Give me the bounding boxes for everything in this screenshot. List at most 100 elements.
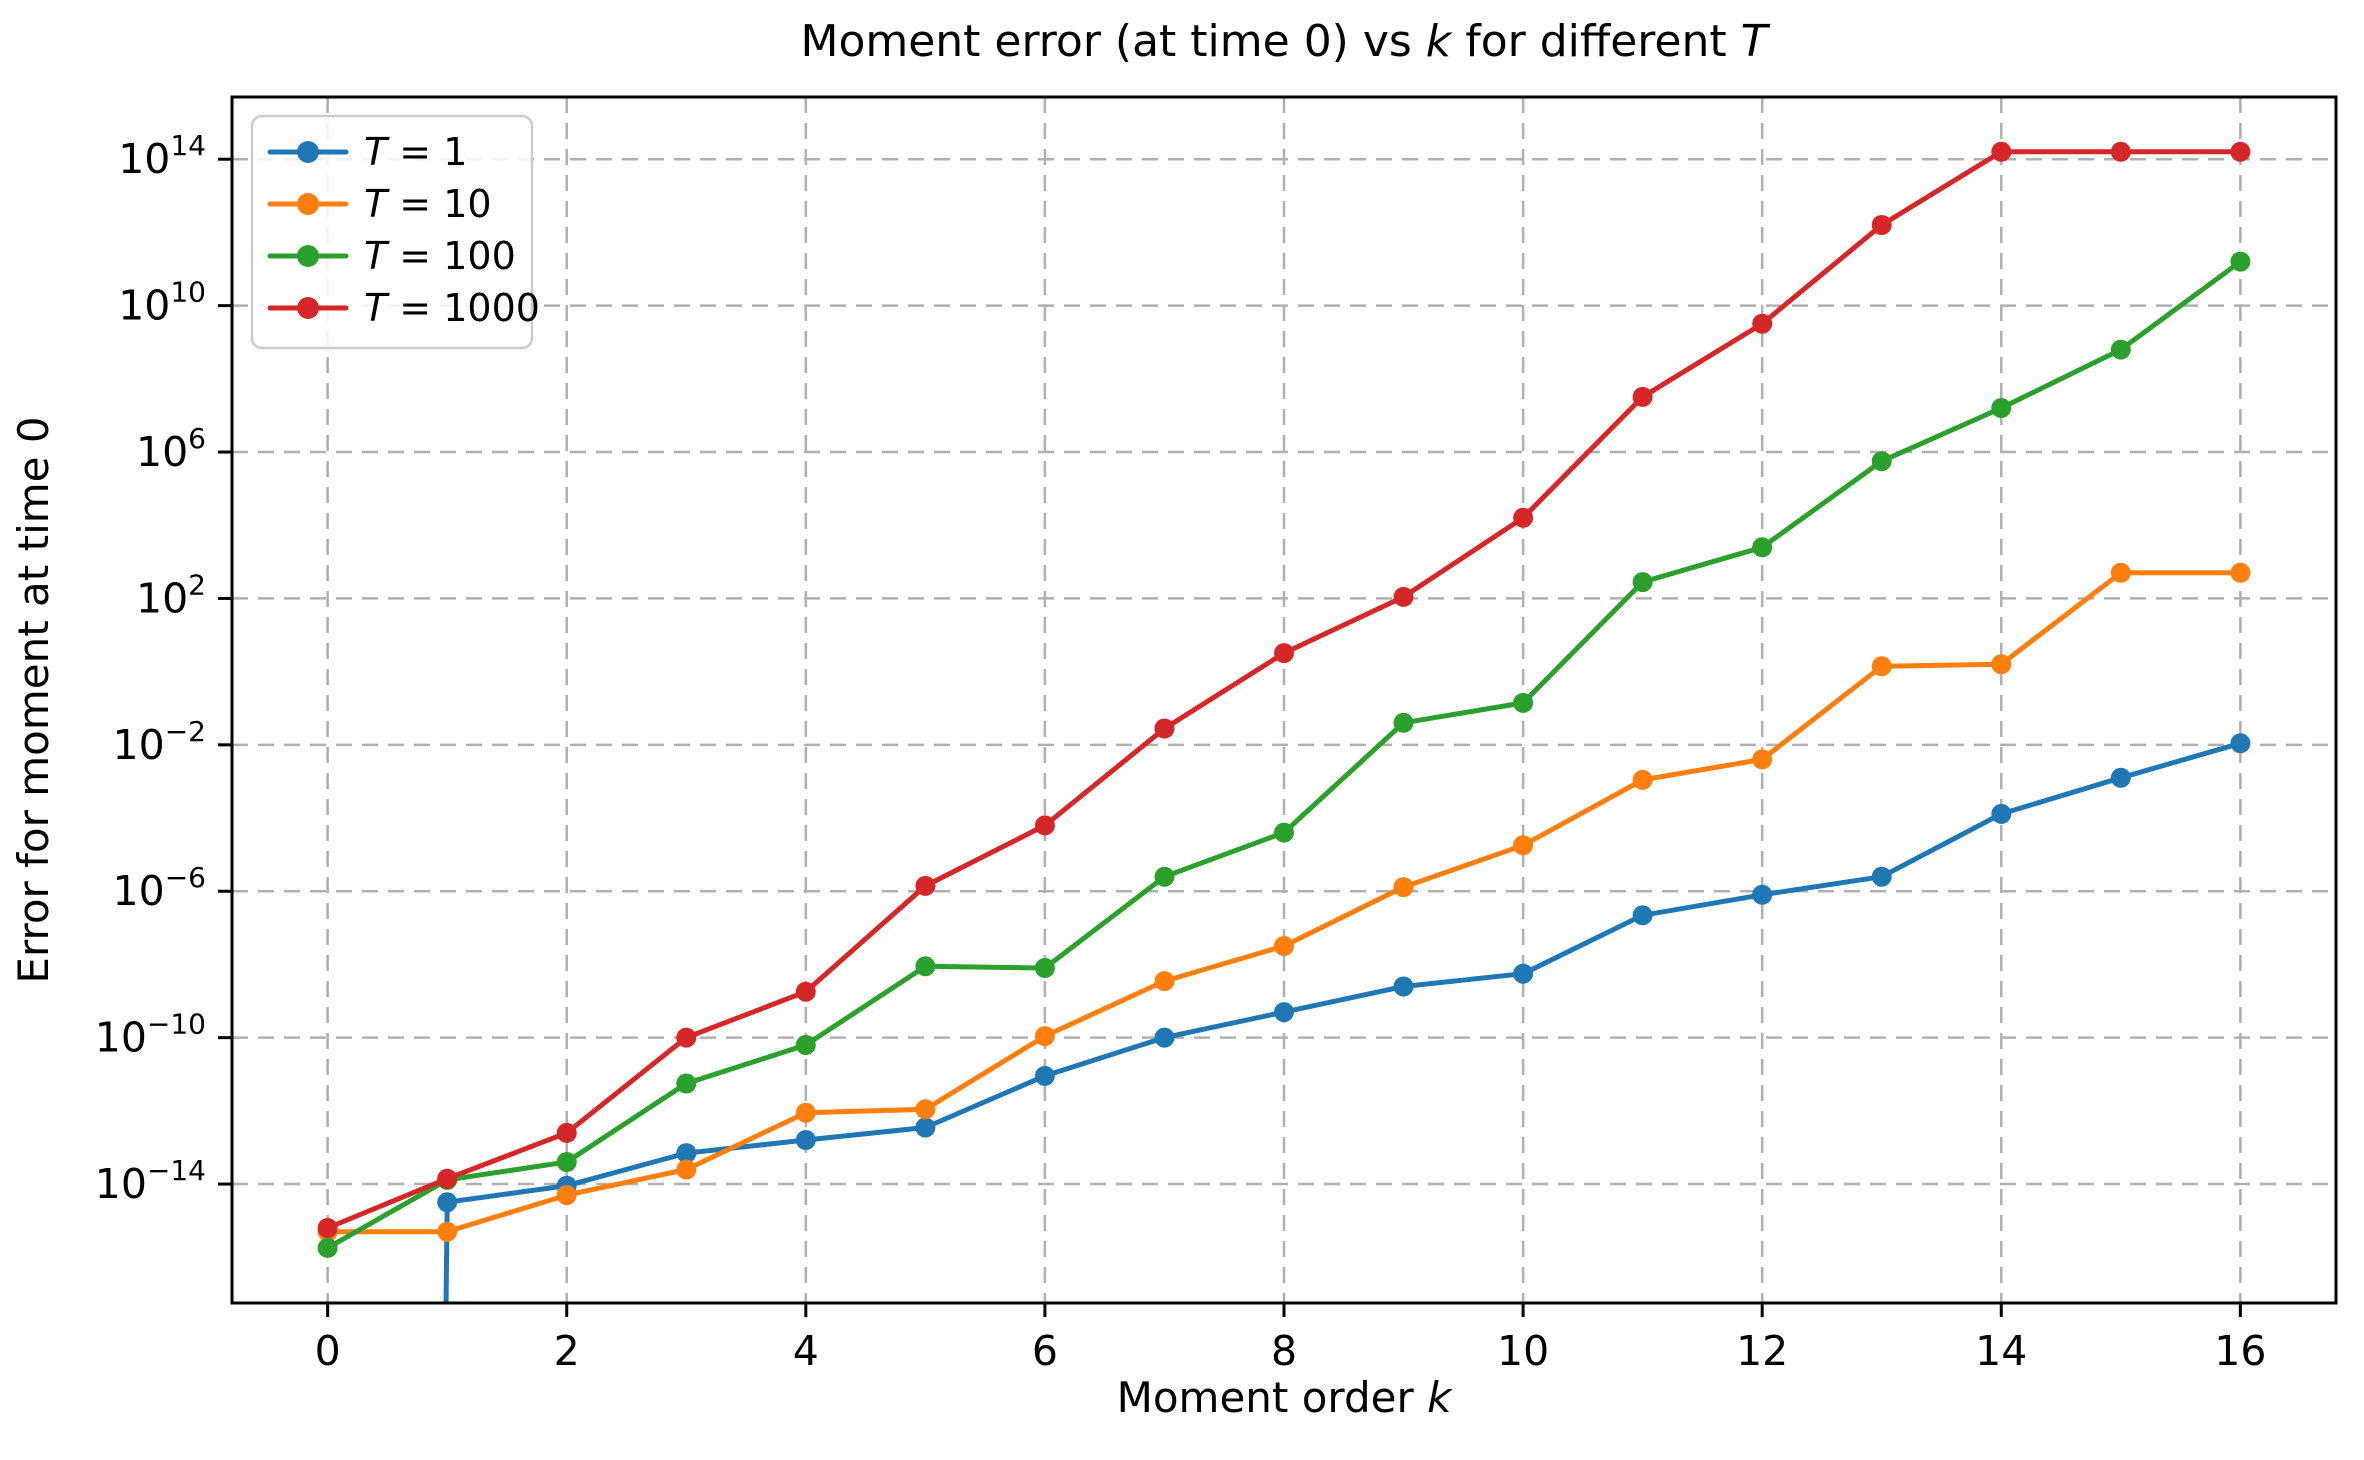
data-point-k8 — [1274, 822, 1294, 843]
data-point-k6 — [1034, 1065, 1055, 1086]
legend-label: T = 1000 — [364, 286, 540, 330]
y-tick-label-1e-2: 10−2 — [113, 715, 206, 769]
data-point-k9 — [1393, 976, 1414, 997]
data-point-k14 — [1991, 141, 2012, 162]
y-tick-label-1e14: 1014 — [118, 129, 206, 183]
data-point-k14 — [1991, 398, 2012, 418]
data-point-k2 — [556, 1122, 577, 1143]
data-point-k12 — [1752, 884, 1773, 905]
data-point-k13 — [1871, 656, 1892, 677]
data-point-k15 — [2110, 141, 2131, 162]
legend-label: T = 10 — [364, 182, 492, 226]
data-point-k15 — [2110, 339, 2131, 360]
legend-label: T = 100 — [364, 234, 516, 278]
data-point-k5 — [915, 1117, 936, 1138]
data-point-k5 — [915, 1099, 936, 1120]
data-point-k3 — [676, 1073, 697, 1094]
data-point-k14 — [1991, 654, 2012, 675]
data-point-k1 — [437, 1168, 458, 1189]
x-tick-label-10: 10 — [1497, 1327, 1549, 1375]
data-point-k0 — [317, 1218, 338, 1238]
data-point-k12 — [1752, 313, 1773, 334]
x-tick-label-16: 16 — [2214, 1327, 2266, 1375]
data-point-k10 — [1513, 963, 1534, 984]
data-point-k6 — [1034, 815, 1055, 836]
data-point-k4 — [795, 981, 816, 1002]
data-point-k12 — [1752, 537, 1773, 558]
data-point-k8 — [1274, 1002, 1294, 1023]
data-point-k13 — [1871, 451, 1892, 472]
legend-entry-4: T = 1000 — [267, 286, 540, 330]
data-point-k15 — [2110, 562, 2131, 583]
legend-box — [250, 114, 534, 350]
data-point-k0 — [317, 1237, 338, 1258]
y-tick-label-1e-14: 10−14 — [95, 1154, 206, 1208]
data-point-k16 — [2230, 141, 2251, 162]
series-4 — [317, 141, 2251, 1238]
chart-title: Moment error (at time 0) vs k for differ… — [800, 16, 1770, 67]
series-2 — [317, 562, 2251, 1242]
grid — [232, 97, 2336, 1303]
data-point-k9 — [1393, 586, 1414, 607]
legend-marker-icon — [297, 245, 319, 267]
legend: T = 1 T = 10 T = 100 T = 1000 — [250, 114, 540, 350]
x-tick-label-14: 14 — [1975, 1327, 2027, 1375]
y-tick-label-1e6: 106 — [136, 422, 206, 476]
x-tick-label-6: 6 — [1032, 1327, 1058, 1375]
x-tick-label-0: 0 — [315, 1327, 341, 1375]
data-point-k1 — [437, 1221, 458, 1242]
data-point-k5 — [915, 875, 936, 896]
legend-entry-1: T = 1 — [267, 130, 467, 174]
data-point-k10 — [1513, 507, 1534, 528]
data-point-k14 — [1991, 803, 2012, 824]
data-point-k2 — [556, 1152, 577, 1172]
data-point-k2 — [556, 1185, 577, 1206]
data-point-k16 — [2230, 733, 2251, 754]
data-point-k1 — [437, 1192, 458, 1213]
data-point-k3 — [676, 1143, 697, 1164]
legend-entry-3: T = 100 — [267, 234, 516, 278]
data-point-k3 — [676, 1027, 697, 1048]
legend-marker-icon — [297, 193, 319, 215]
legend-entry-2: T = 10 — [267, 182, 492, 226]
legend-marker-icon — [297, 297, 319, 319]
legend-marker-icon — [297, 141, 319, 163]
y-tick-label-1e2: 102 — [136, 568, 206, 622]
data-point-k8 — [1274, 936, 1294, 956]
data-point-k5 — [915, 956, 936, 977]
data-point-k11 — [1632, 386, 1653, 407]
x-tick-label-4: 4 — [793, 1327, 819, 1375]
data-point-k9 — [1393, 712, 1414, 733]
data-point-k6 — [1034, 1026, 1055, 1047]
data-point-k9 — [1393, 877, 1414, 898]
data-point-k4 — [795, 1102, 816, 1123]
data-point-k6 — [1034, 958, 1055, 978]
data-point-k7 — [1154, 971, 1175, 992]
data-point-k16 — [2230, 251, 2251, 272]
series-1 — [437, 733, 2251, 1303]
x-axis: 0 2 4 6 8 10 12 14 16 — [315, 1303, 2266, 1375]
data-point-k7 — [1154, 1027, 1175, 1048]
x-tick-label-8: 8 — [1271, 1327, 1297, 1375]
data-point-k13 — [1871, 866, 1892, 887]
data-point-k11 — [1632, 905, 1653, 926]
y-tick-label-1e-10: 10−10 — [95, 1008, 206, 1062]
series-layer — [317, 141, 2251, 1303]
data-point-k8 — [1274, 643, 1294, 664]
data-point-k3 — [676, 1159, 697, 1180]
y-axis-label: Error for moment at time 0 — [9, 416, 58, 983]
data-point-k16 — [2230, 562, 2251, 583]
y-axis: 1014 1010 106 102 10−2 10−6 10−10 10−14 — [95, 129, 232, 1208]
data-point-k4 — [795, 1130, 816, 1150]
data-point-k10 — [1513, 692, 1534, 713]
data-point-k13 — [1871, 215, 1892, 235]
data-point-k10 — [1513, 835, 1534, 856]
data-point-k11 — [1632, 572, 1653, 593]
data-point-k7 — [1154, 718, 1175, 739]
y-tick-label-1e10: 1010 — [118, 276, 206, 330]
data-point-k4 — [795, 1035, 816, 1055]
y-tick-label-1e-6: 10−6 — [113, 861, 206, 915]
x-tick-label-12: 12 — [1736, 1327, 1788, 1375]
